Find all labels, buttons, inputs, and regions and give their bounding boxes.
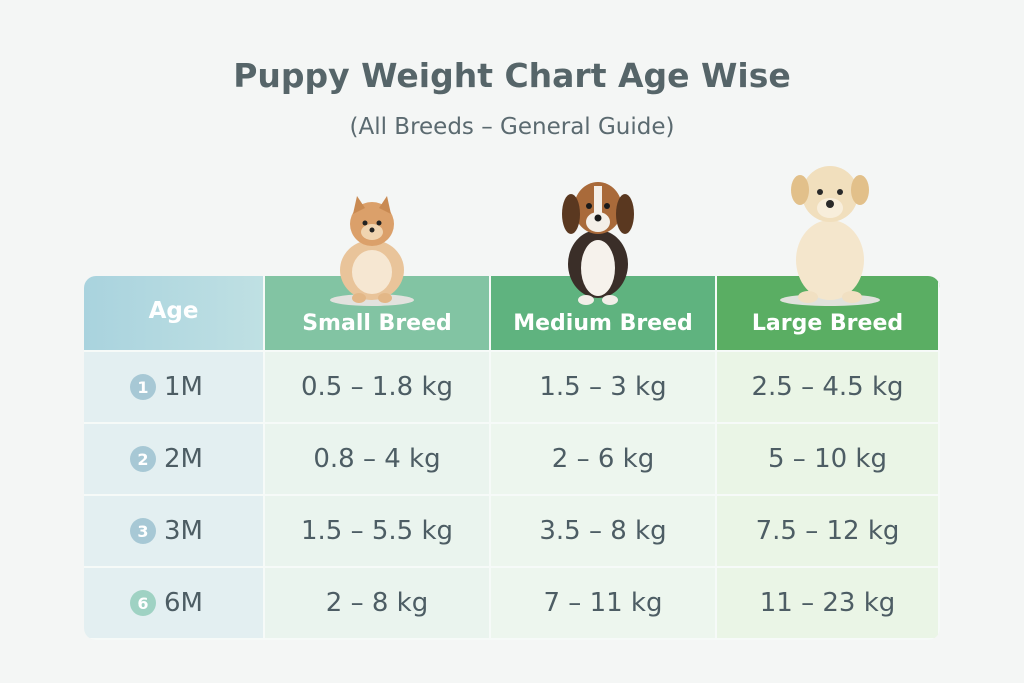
medium-breed-weight-cell: 7 – 11 kg <box>491 568 717 640</box>
weight-table: Age Small Breed Medium Breed Large Breed… <box>84 276 940 640</box>
row-number-badge: 6 <box>130 590 156 616</box>
large-breed-weight-cell: 2.5 – 4.5 kg <box>717 352 940 424</box>
page-subtitle: (All Breeds – General Guide) <box>349 114 675 140</box>
small-breed-weight-cell: 1.5 – 5.5 kg <box>265 496 491 568</box>
large-breed-weight-cell: 5 – 10 kg <box>717 424 940 496</box>
medium-breed-weight-cell: 1.5 – 3 kg <box>491 352 717 424</box>
age-label: 1M <box>164 372 203 402</box>
age-cell: 6 6M <box>84 568 265 640</box>
age-cell: 1 1M <box>84 352 265 424</box>
pomeranian-puppy-image <box>330 196 414 306</box>
small-breed-weight-cell: 0.8 – 4 kg <box>265 424 491 496</box>
labrador-puppy-image <box>780 166 880 306</box>
age-label: 3M <box>164 516 203 546</box>
row-number-badge: 2 <box>130 446 156 472</box>
beagle-puppy-image <box>562 182 634 305</box>
large-breed-weight-cell: 11 – 23 kg <box>717 568 940 640</box>
medium-breed-weight-cell: 3.5 – 8 kg <box>491 496 717 568</box>
age-label: 2M <box>164 444 203 474</box>
medium-breed-weight-cell: 2 – 6 kg <box>491 424 717 496</box>
header-age: Age <box>84 276 265 352</box>
small-breed-weight-cell: 0.5 – 1.8 kg <box>265 352 491 424</box>
age-cell: 3 3M <box>84 496 265 568</box>
age-label: 6M <box>164 588 203 618</box>
row-number-badge: 1 <box>130 374 156 400</box>
small-breed-weight-cell: 2 – 8 kg <box>265 568 491 640</box>
large-breed-weight-cell: 7.5 – 12 kg <box>717 496 940 568</box>
row-number-badge: 3 <box>130 518 156 544</box>
age-cell: 2 2M <box>84 424 265 496</box>
page-title: Puppy Weight Chart Age Wise <box>233 56 791 95</box>
